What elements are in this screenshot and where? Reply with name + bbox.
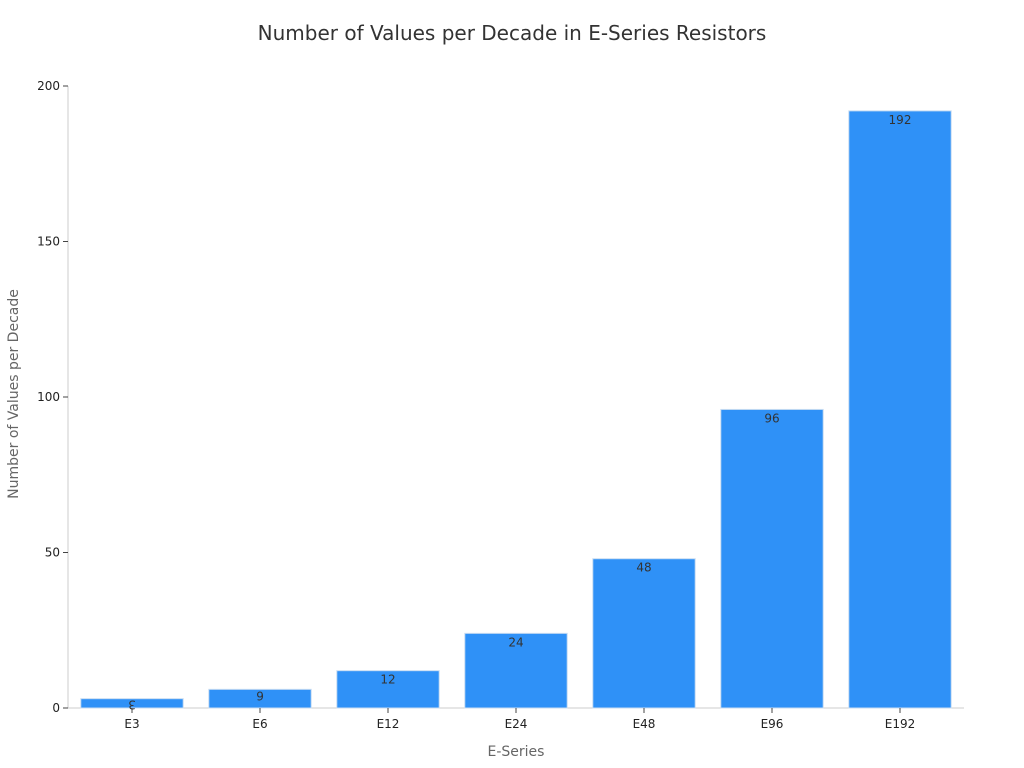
y-tick-label: 150: [37, 235, 60, 249]
bar: [592, 558, 696, 709]
y-tick-label: 100: [37, 390, 60, 404]
x-tick-label: E96: [761, 717, 784, 731]
bar: [336, 670, 440, 709]
x-tick-label: E12: [377, 717, 400, 731]
x-tick-label: E24: [505, 717, 528, 731]
bar: [848, 110, 952, 709]
y-tick-label: 200: [37, 79, 60, 93]
y-axis-ticks: 0 50 100 150 200: [37, 79, 68, 715]
x-axis-label: E-Series: [488, 744, 545, 760]
y-axis-label: Number of Values per Decade: [6, 289, 22, 499]
chart-title: Number of Values per Decade in E-Series …: [258, 21, 767, 45]
bar-value-label: 48: [636, 561, 651, 575]
bar-value-label: 3: [128, 698, 136, 712]
bar-value-label: 6: [256, 688, 264, 702]
bar-value-label: 24: [508, 635, 523, 649]
y-tick-label: 50: [45, 546, 60, 560]
x-axis-ticks: E3 E6 E12 E24 E48 E96 E192: [124, 708, 915, 731]
bar-value-label: 12: [380, 673, 395, 687]
x-tick-label: E3: [124, 717, 139, 731]
bar: [720, 408, 824, 709]
x-tick-label: E48: [633, 717, 656, 731]
x-tick-label: E192: [885, 717, 916, 731]
bar-value-label: 192: [889, 113, 912, 127]
x-tick-label: E6: [252, 717, 267, 731]
bar-value-label: 96: [764, 411, 779, 425]
bar: [464, 632, 568, 709]
y-tick-label: 0: [52, 701, 60, 715]
bars-group: 3 6 12 24 48 96 192: [80, 110, 952, 712]
